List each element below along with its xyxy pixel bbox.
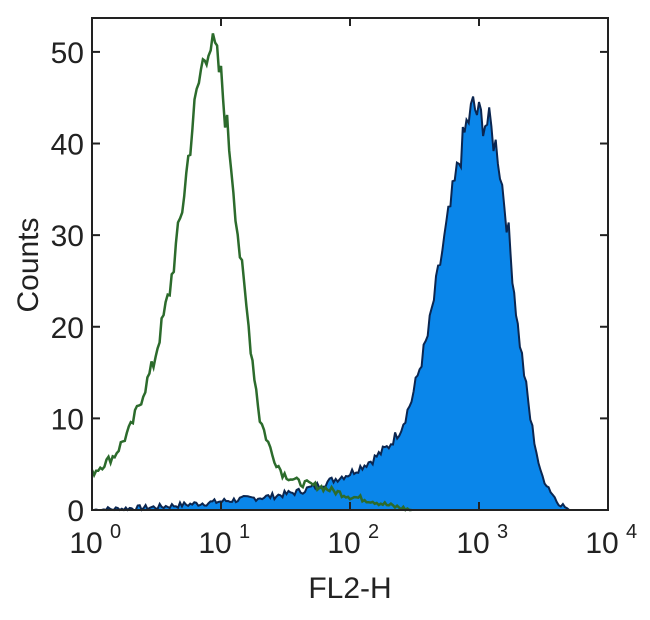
- x-tick-exponent: 3: [497, 521, 508, 543]
- x-tick-exponent: 2: [368, 521, 379, 543]
- plot-marks: [90, 33, 572, 512]
- x-tick-exponent: 4: [626, 521, 637, 543]
- y-tick-label: 50: [51, 37, 84, 70]
- x-axis-label: FL2-H: [308, 572, 391, 605]
- x-tick-label: 10: [69, 527, 102, 560]
- y-tick-label: 10: [51, 403, 84, 436]
- y-tick-label: 20: [51, 312, 84, 345]
- y-axis-label: Counts: [12, 217, 45, 312]
- x-tick-exponent: 1: [239, 521, 250, 543]
- x-tick-label: 10: [456, 527, 489, 560]
- y-tick-label: 40: [51, 129, 84, 162]
- x-tick-exponent: 0: [110, 521, 121, 543]
- x-tick-label: 10: [585, 527, 618, 560]
- series-0-area: [92, 96, 572, 512]
- x-tick-label: 10: [198, 527, 231, 560]
- x-tick-label: 10: [327, 527, 360, 560]
- series-1-line: [90, 33, 412, 512]
- y-tick-label: 0: [67, 495, 84, 528]
- y-tick-label: 30: [51, 220, 84, 253]
